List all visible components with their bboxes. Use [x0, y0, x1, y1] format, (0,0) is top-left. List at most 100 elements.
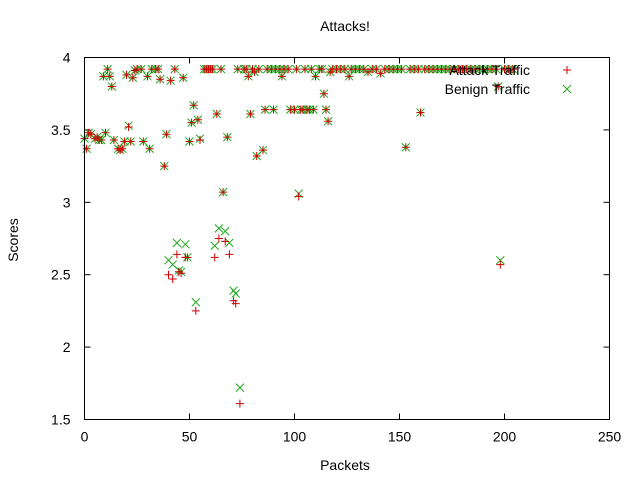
attack-traffic-point	[137, 65, 146, 74]
benign-traffic-point	[231, 289, 241, 298]
attack-traffic-point	[107, 82, 116, 91]
attack-traffic-point	[210, 253, 219, 262]
x-axis-ticks: 0 50 100 150 200 250	[81, 57, 621, 445]
attack-traffic-point	[116, 146, 125, 155]
attack-traffic-point	[164, 270, 173, 279]
y-tick-label: 2.5	[51, 267, 71, 283]
attack-traffic-point	[416, 108, 425, 117]
attack-traffic-point	[492, 65, 501, 74]
attack-traffic-point	[231, 299, 240, 308]
attack-traffic-point	[177, 269, 186, 278]
legend-label-attack-traffic: Attack Traffic	[449, 62, 530, 78]
attack-traffic-point	[105, 72, 114, 81]
attack-traffic-point	[91, 134, 99, 143]
attack-traffic-point	[259, 146, 267, 155]
attack-traffic-point	[277, 72, 286, 81]
y-tick-label: 3.5	[51, 122, 71, 138]
attack-traffic-point	[261, 105, 270, 114]
attack-traffic-point	[372, 65, 381, 74]
attack-traffic-point	[324, 117, 333, 126]
attack-traffic-point	[84, 128, 93, 137]
attack-traffic-point	[189, 101, 198, 110]
benign-traffic-point	[220, 226, 230, 236]
x-tick-label: 50	[182, 429, 198, 445]
attack-traffic-point	[244, 72, 253, 81]
y-tick-label: 3	[63, 194, 71, 210]
attack-traffic-point	[508, 65, 517, 74]
attack-traffic-point	[175, 267, 183, 276]
attack-traffic-point	[246, 109, 255, 118]
attack-traffic-point	[250, 67, 259, 76]
attack-traffic-point	[401, 143, 410, 152]
x-tick-label: 200	[493, 429, 517, 445]
attack-traffic-point	[208, 65, 217, 74]
attack-traffic-point	[130, 66, 139, 75]
x-tick-label: 150	[388, 429, 412, 445]
attack-traffic-point	[322, 105, 330, 114]
benign-traffic-point	[214, 224, 224, 233]
attack-traffic-point	[317, 65, 326, 74]
attack-traffic-point	[309, 105, 318, 114]
attack-traffic-point	[82, 144, 91, 153]
attack-traffic-point	[359, 65, 368, 74]
attack-traffic-point	[86, 130, 95, 139]
attack-traffic-point	[294, 192, 303, 201]
attack-traffic-point	[376, 69, 385, 78]
legend-cross-icon	[562, 84, 572, 94]
attack-traffic-point	[145, 144, 154, 153]
attack-traffic-point	[168, 275, 177, 284]
attack-traffic-point	[124, 123, 133, 132]
attack-traffic-point	[217, 65, 225, 74]
attack-traffic-point	[191, 306, 200, 315]
benign-traffic-point	[210, 241, 220, 251]
x-axis-label: Packets	[320, 457, 370, 473]
attack-traffic-point	[196, 136, 204, 145]
attack-traffic-point	[185, 137, 194, 146]
attack-traffic-point	[143, 72, 152, 81]
attack-traffic-point	[179, 73, 188, 82]
attack-traffic-point	[284, 65, 293, 74]
attack-traffic-point	[212, 109, 221, 118]
attack-traffic-point	[219, 188, 228, 197]
attack-traffic-point	[397, 65, 406, 74]
attack-traffic-point	[156, 75, 165, 84]
attack-traffic-point	[214, 234, 223, 243]
x-tick-label: 0	[81, 429, 89, 445]
attack-traffic-point	[97, 136, 106, 145]
chart-title: Attacks!	[320, 18, 370, 34]
attack-traffic-point	[172, 250, 181, 259]
benign-traffic-point	[191, 297, 201, 307]
y-axis-ticks: 1.5 2 2.5 3 3.5 4	[51, 50, 610, 428]
attack-traffic-point	[364, 67, 372, 76]
attack-traffic-point	[221, 237, 230, 246]
attack-traffic-point	[128, 73, 137, 82]
attack-traffic-point	[187, 118, 196, 127]
attack-traffic-point	[101, 128, 110, 137]
attack-traffic-point	[193, 115, 202, 124]
y-axis-label: Scores	[5, 218, 21, 262]
attack-traffic-point	[223, 133, 232, 142]
y-tick-label: 2	[63, 339, 71, 355]
attack-traffic-point	[166, 76, 175, 85]
benign-traffic-point	[235, 383, 245, 392]
legend-marker-benign-traffic	[562, 84, 572, 94]
attack-traffic-point	[162, 130, 171, 139]
data-points	[80, 64, 518, 408]
attack-traffic-point	[307, 65, 316, 74]
attack-traffic-point	[292, 65, 301, 74]
attack-traffic-point	[319, 89, 328, 98]
benign-traffic-point	[180, 239, 190, 249]
benign-traffic-point	[172, 238, 182, 248]
benign-traffic-point	[225, 238, 234, 248]
attack-traffic-point	[160, 162, 169, 171]
attack-traffic-point	[109, 136, 118, 145]
attack-traffic-point	[252, 151, 261, 160]
benign-traffic-point	[495, 255, 505, 265]
attack-traffic-point	[183, 253, 192, 262]
plot-frame	[84, 57, 610, 420]
legend-marker-attack-traffic	[563, 66, 571, 74]
attack-traffic-point	[496, 260, 505, 269]
attack-traffic-point	[139, 137, 148, 146]
attack-traffic-point	[103, 65, 112, 74]
